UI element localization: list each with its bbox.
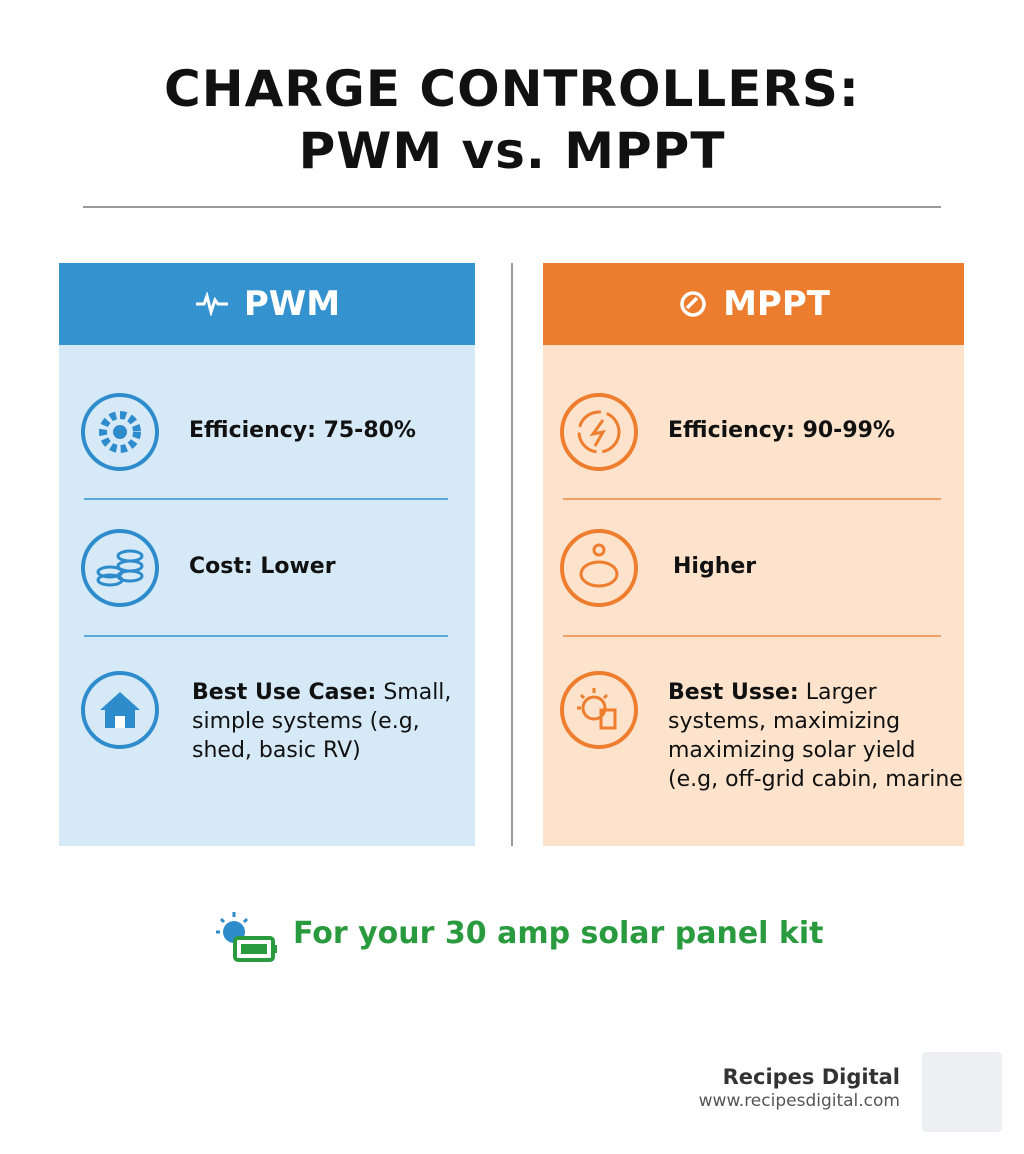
row-label: Cost: Lower — [189, 554, 336, 579]
divider — [511, 263, 513, 846]
title: CHARGE CONTROLLERS: — [164, 60, 860, 118]
row-text: Efficiency: 75-80% — [189, 416, 416, 445]
separator — [563, 498, 941, 500]
mppt-panel — [543, 263, 964, 846]
brand-name: Recipes Digital — [722, 1065, 900, 1089]
row-label: Best Use Case: — [192, 680, 377, 705]
cycle-icon — [560, 393, 638, 471]
sun-icon — [560, 671, 638, 749]
row-label: Efficiency: 90-99% — [668, 418, 895, 443]
pulse-icon — [195, 292, 228, 316]
title: PWM vs. MPPT — [298, 122, 726, 180]
pwm-panel — [59, 263, 475, 846]
pwm-header: PWM — [59, 263, 475, 345]
cycle-icon — [680, 291, 706, 317]
row-label: Best Usse: — [668, 680, 799, 705]
column-heading: PWM — [243, 284, 341, 324]
row-text: Cost: Lower — [189, 552, 336, 581]
brand-logo — [922, 1052, 1002, 1132]
separator — [84, 635, 448, 637]
separator — [84, 498, 448, 500]
gear-icon — [81, 393, 159, 471]
column-heading: MPPT — [723, 284, 830, 324]
row-detail: Larger systems, maximizing maximizing so… — [668, 680, 963, 792]
house-icon — [81, 671, 159, 749]
banner-text: For your 30 amp solar panel kit — [293, 916, 824, 951]
solar-battery-icon — [216, 912, 277, 962]
row-label: Higher — [673, 554, 757, 579]
rule — [83, 206, 941, 208]
row-text: Higher — [673, 552, 756, 581]
brand-url: www.recipesdigital.com — [698, 1091, 900, 1111]
row-detail: Small, simple systems (e.g, shed, basic … — [192, 680, 452, 763]
separator — [563, 635, 941, 637]
mppt-header: MPPT — [543, 263, 964, 345]
coins-icon — [81, 529, 159, 607]
row-text: Best Use Case: Small, simple systems (e.… — [192, 678, 452, 765]
row-text: Efficiency: 90-99% — [668, 416, 895, 445]
row-text: Best Usse: Larger systems, maximizing ma… — [668, 678, 968, 794]
piggy-icon — [560, 529, 638, 607]
row-label: Efficiency: 75-80% — [189, 418, 416, 443]
